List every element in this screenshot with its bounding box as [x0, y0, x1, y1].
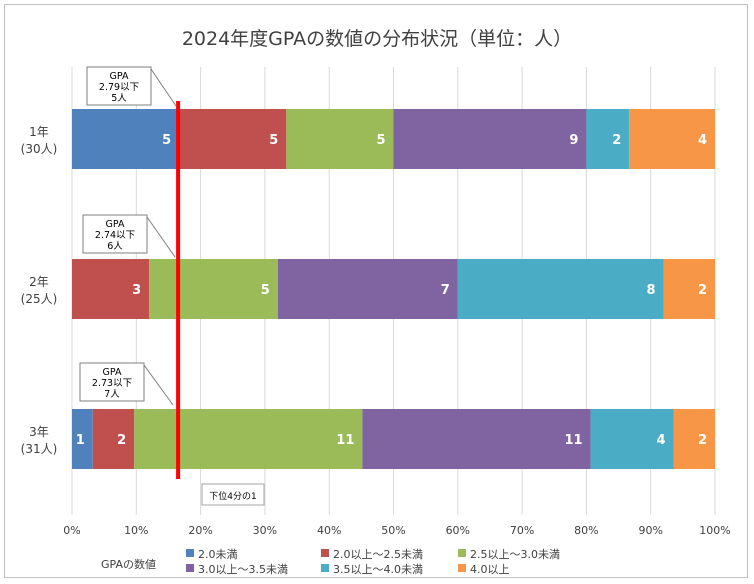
bar-segment: [92, 409, 135, 469]
x-tick-label: 10%: [124, 524, 148, 537]
data-label: 5: [261, 283, 270, 298]
bar-segment: [277, 259, 458, 319]
callout-box: [86, 66, 152, 106]
legend-swatch: [186, 549, 194, 557]
category-sublabel: (31人): [21, 442, 58, 456]
callout-box: [79, 362, 145, 402]
bar-segment: [362, 409, 591, 469]
bar-segment: [393, 109, 587, 169]
bar-segment: [590, 409, 674, 469]
callout-leader: [146, 216, 176, 258]
x-tick-label: 50%: [381, 524, 405, 537]
data-label: 3: [132, 283, 141, 298]
data-label: 4: [698, 133, 707, 148]
bar-segment: [457, 259, 664, 319]
reference-annotation-label: 下位4分の1: [209, 490, 256, 502]
callout-text: 2.74以下: [95, 230, 135, 241]
legend-swatch: [321, 564, 329, 572]
category-label: 2年: [29, 275, 49, 289]
bar-segment: [673, 409, 715, 469]
chart-title: 2024年度GPAの数値の分布状況（単位：人）: [182, 28, 572, 50]
data-label: 7: [441, 283, 450, 298]
data-label: 5: [376, 133, 385, 148]
bar-segment: [72, 109, 180, 169]
callout-leader: [150, 68, 177, 107]
x-tick-label: 70%: [510, 524, 534, 537]
callout-text: GPA: [106, 219, 125, 230]
callout-text: 2.73以下: [92, 378, 132, 389]
bar-segment: [663, 259, 715, 319]
data-label: 2: [698, 283, 707, 298]
chart-frame: 2024年度GPAの数値の分布状況（単位：人） 5 5 5 9 2 4 3 5 7 8 2 1 2 11 1…: [4, 4, 748, 578]
bar-segment: [72, 409, 93, 469]
callout-text: 2.79以下: [99, 82, 139, 93]
data-label: 5: [269, 133, 278, 148]
legend-swatch: [186, 564, 194, 572]
data-label: 2: [612, 133, 621, 148]
data-label: 2: [698, 433, 707, 448]
category-labels: 1年 (30人) 2年 (25人) 3年 (31人): [21, 125, 58, 456]
bar-segment: [72, 259, 150, 319]
legend-entry: 4.0以上: [470, 563, 510, 576]
stacked-bar-chart: 2024年度GPAの数値の分布状況（単位：人） 5 5 5 9 2 4 3 5 7 8 2 1 2 11 1…: [21, 28, 731, 576]
data-label: 2: [117, 433, 126, 448]
x-tick-label: 90%: [638, 524, 662, 537]
callout-text: 7人: [104, 389, 120, 400]
data-label: 8: [647, 283, 656, 298]
callout-leader: [143, 364, 174, 406]
x-tick-label: 30%: [253, 524, 277, 537]
legend-title: GPAの数値: [101, 558, 156, 571]
legend-swatch: [458, 549, 466, 557]
data-label: 1: [76, 433, 85, 448]
x-axis-ticks: 0% 10% 20% 30% 40% 50% 60% 70% 80% 90% 100%: [63, 524, 730, 537]
x-tick-label: 0%: [63, 524, 80, 537]
legend-entry: 3.5以上～4.0未満: [333, 563, 423, 576]
legend-swatch: [458, 564, 466, 572]
legend-swatch: [321, 549, 329, 557]
callout-box: [82, 214, 148, 254]
legend-entry: 2.0未満: [198, 548, 238, 561]
x-tick-label: 20%: [188, 524, 212, 537]
data-label: 9: [569, 133, 578, 148]
bars: 5 5 5 9 2 4 3 5 7 8 2 1 2 11 11 4 2: [72, 109, 715, 469]
bar-segment: [629, 109, 715, 169]
bar-segment: [286, 109, 394, 169]
reference-line-group: 下位4分の1: [176, 101, 265, 506]
category-sublabel: (30人): [21, 142, 58, 156]
category-label: 3年: [29, 425, 49, 439]
callout-text: 5人: [111, 93, 127, 104]
bar-segment: [134, 409, 363, 469]
data-label: 5: [162, 133, 171, 148]
x-tick-label: 40%: [317, 524, 341, 537]
data-label: 11: [564, 433, 582, 448]
bar-segment: [586, 109, 630, 169]
x-tick-label: 80%: [574, 524, 598, 537]
legend-entry: 2.0以上～2.5未満: [333, 548, 423, 561]
bar-segment: [179, 109, 287, 169]
callout-text: GPA: [103, 367, 122, 378]
legend-entry: 3.0以上～3.5未満: [198, 563, 288, 576]
data-label: 11: [336, 433, 354, 448]
category-label: 1年: [29, 125, 49, 139]
x-tick-label: 100%: [699, 524, 730, 537]
bar-segment: [149, 259, 278, 319]
legend-entry: 2.5以上～3.0未満: [470, 548, 560, 561]
callout-text: GPA: [110, 71, 129, 82]
data-label: 4: [656, 433, 665, 448]
callout-text: 6人: [107, 241, 123, 252]
legend: GPAの数値 2.0未満 2.0以上～2.5未満 2.5以上～3.0未満 3.0以上～…: [101, 548, 560, 576]
x-tick-label: 60%: [446, 524, 470, 537]
reference-annotation-box: [201, 483, 265, 506]
category-sublabel: (25人): [21, 292, 58, 306]
